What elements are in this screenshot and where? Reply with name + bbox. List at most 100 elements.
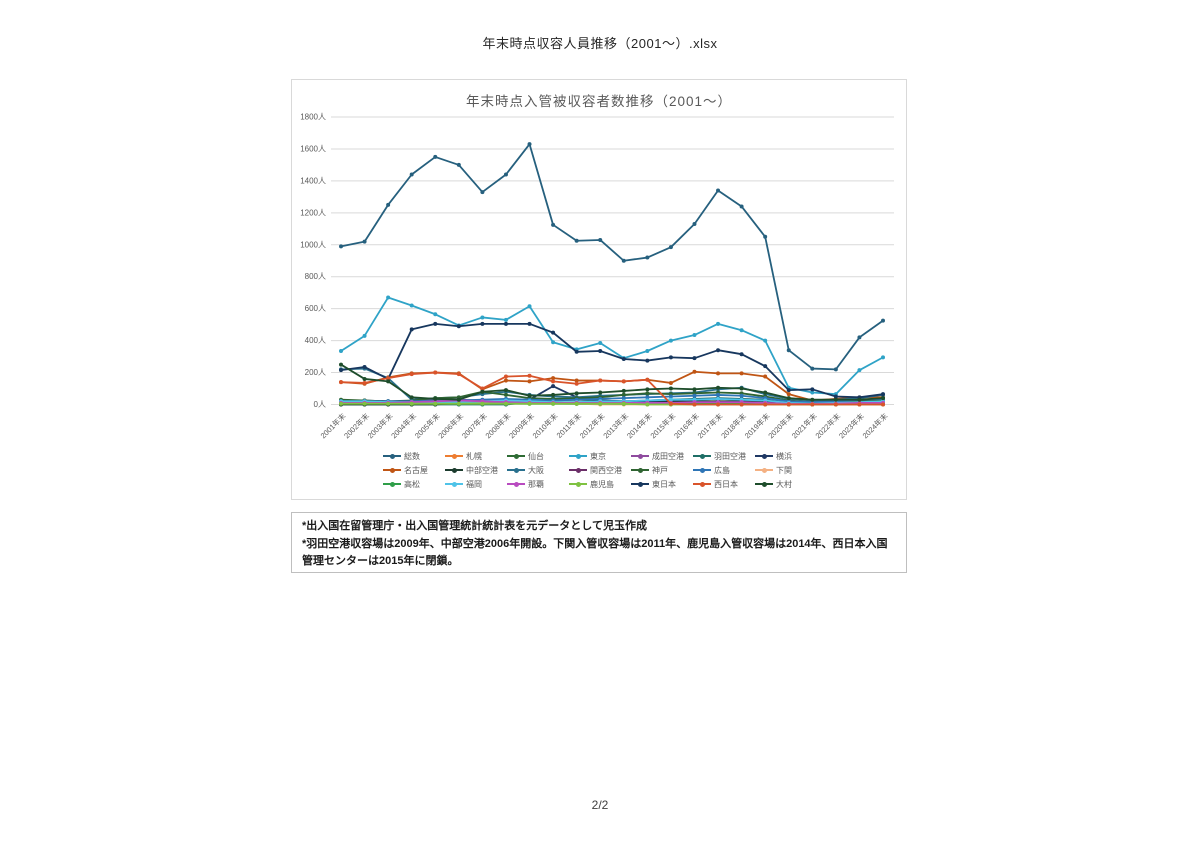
legend-label: 下関: [776, 465, 792, 475]
data-point: [881, 396, 885, 401]
series-line-西日本: [340, 371, 883, 406]
legend-item-下関: 下関: [755, 465, 815, 475]
series-line-大村: [340, 363, 884, 401]
data-point: [551, 330, 556, 335]
legend-item-神戸: 神戸: [631, 465, 691, 475]
legend-marker-icon: [507, 453, 525, 459]
legend-item-羽田空港: 羽田空港: [693, 451, 753, 461]
y-axis-tick: 600人: [305, 304, 326, 313]
data-point: [621, 392, 626, 397]
legend-marker-icon: [383, 481, 401, 487]
data-point: [739, 402, 744, 407]
data-point: [527, 142, 532, 147]
legend-item-大村: 大村: [755, 479, 815, 489]
data-point: [456, 372, 461, 377]
legend-item-横浜: 横浜: [755, 451, 815, 461]
data-point: [739, 328, 744, 333]
data-point: [692, 387, 697, 392]
data-point: [716, 321, 721, 326]
data-point: [621, 396, 626, 401]
data-point: [386, 401, 391, 406]
chart-title: 年末時点入管被収容者数推移（2001〜）: [465, 94, 733, 109]
footnote-line-2: *羽田空港収容場は2009年、中部空港2006年開設。下関入管収容場は2011年…: [302, 537, 888, 568]
data-point: [339, 401, 343, 406]
data-point: [386, 379, 391, 384]
legend-label: 横浜: [776, 451, 792, 461]
data-point: [716, 371, 721, 376]
data-point: [739, 352, 744, 357]
data-point: [668, 397, 673, 402]
data-point: [810, 390, 815, 395]
legend-marker-icon: [445, 453, 463, 459]
data-point: [716, 392, 721, 397]
data-point: [833, 367, 838, 372]
data-point: [503, 321, 508, 326]
data-point: [339, 244, 343, 249]
data-point: [810, 397, 815, 402]
legend-item-関西空港: 関西空港: [569, 465, 629, 475]
data-point: [645, 255, 650, 260]
data-point: [480, 401, 485, 406]
y-axis-tick: 1600人: [300, 144, 326, 153]
legend-item-大阪: 大阪: [507, 465, 567, 475]
y-axis-tick: 400人: [305, 336, 326, 345]
data-point: [621, 379, 626, 384]
data-point: [881, 402, 885, 407]
legend-item-総数: 総数: [383, 451, 443, 461]
data-point: [598, 390, 603, 395]
data-point: [668, 338, 673, 343]
y-axis-tick: 1000人: [300, 240, 326, 249]
data-point: [786, 402, 791, 407]
data-point: [527, 373, 532, 378]
legend-label: 札幌: [466, 451, 482, 461]
data-point: [833, 397, 838, 402]
data-point: [433, 396, 438, 401]
data-point: [480, 315, 485, 320]
data-point: [763, 364, 768, 369]
data-point: [339, 362, 343, 367]
data-point: [621, 258, 626, 263]
data-point: [551, 222, 556, 227]
data-point: [716, 396, 721, 401]
series-line-総数: [340, 143, 884, 371]
legend-label: 西日本: [714, 479, 738, 489]
data-point: [503, 172, 508, 177]
data-point: [551, 401, 556, 406]
legend-marker-icon: [631, 467, 649, 473]
data-point: [881, 355, 885, 360]
legend-label: 大村: [776, 479, 792, 489]
legend-item-広島: 広島: [693, 465, 753, 475]
data-point: [409, 372, 414, 377]
data-point: [409, 172, 414, 177]
data-point: [833, 402, 838, 407]
data-point: [668, 394, 673, 399]
data-point: [716, 348, 721, 353]
data-point: [786, 348, 791, 353]
data-point: [433, 312, 438, 317]
data-point: [433, 154, 438, 159]
data-point: [857, 335, 862, 340]
data-point: [645, 358, 650, 363]
legend-label: 成田空港: [652, 451, 684, 461]
data-point: [339, 368, 343, 373]
data-point: [527, 379, 532, 384]
data-point: [503, 378, 508, 383]
data-point: [527, 304, 532, 309]
data-point: [362, 401, 367, 406]
data-point: [409, 303, 414, 308]
data-point: [409, 395, 414, 400]
data-point: [621, 401, 626, 406]
legend-label: 那覇: [528, 479, 544, 489]
data-point: [833, 394, 838, 399]
footnote-box: *出入国在留管理庁・出入国管理統計統計表を元データとして児玉作成 *羽田空港収容…: [291, 512, 907, 573]
legend-marker-icon: [693, 467, 711, 473]
data-point: [386, 295, 391, 300]
data-point: [574, 378, 579, 383]
data-point: [551, 384, 556, 389]
data-point: [692, 356, 697, 361]
legend-label: 神戸: [652, 465, 668, 475]
legend-item-成田空港: 成田空港: [631, 451, 691, 461]
legend-label: 東京: [590, 451, 606, 461]
y-axis-tick: 800人: [305, 272, 326, 281]
